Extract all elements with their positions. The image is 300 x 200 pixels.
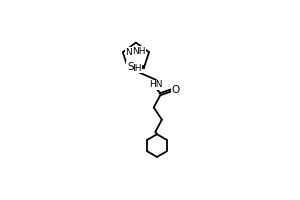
Text: NH: NH — [132, 47, 146, 56]
Text: O: O — [172, 85, 180, 95]
Text: NH: NH — [128, 64, 142, 73]
Text: N: N — [125, 48, 132, 57]
Text: S: S — [127, 62, 134, 72]
Text: HN: HN — [149, 80, 163, 89]
